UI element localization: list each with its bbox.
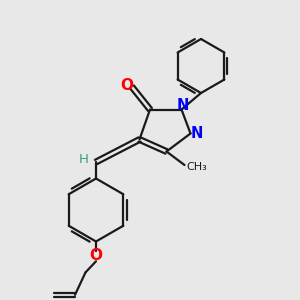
- Text: H: H: [79, 152, 89, 166]
- Text: CH₃: CH₃: [187, 161, 207, 172]
- Text: N: N: [191, 126, 203, 141]
- Text: O: O: [120, 78, 133, 93]
- Text: N: N: [177, 98, 190, 112]
- Text: O: O: [89, 248, 103, 263]
